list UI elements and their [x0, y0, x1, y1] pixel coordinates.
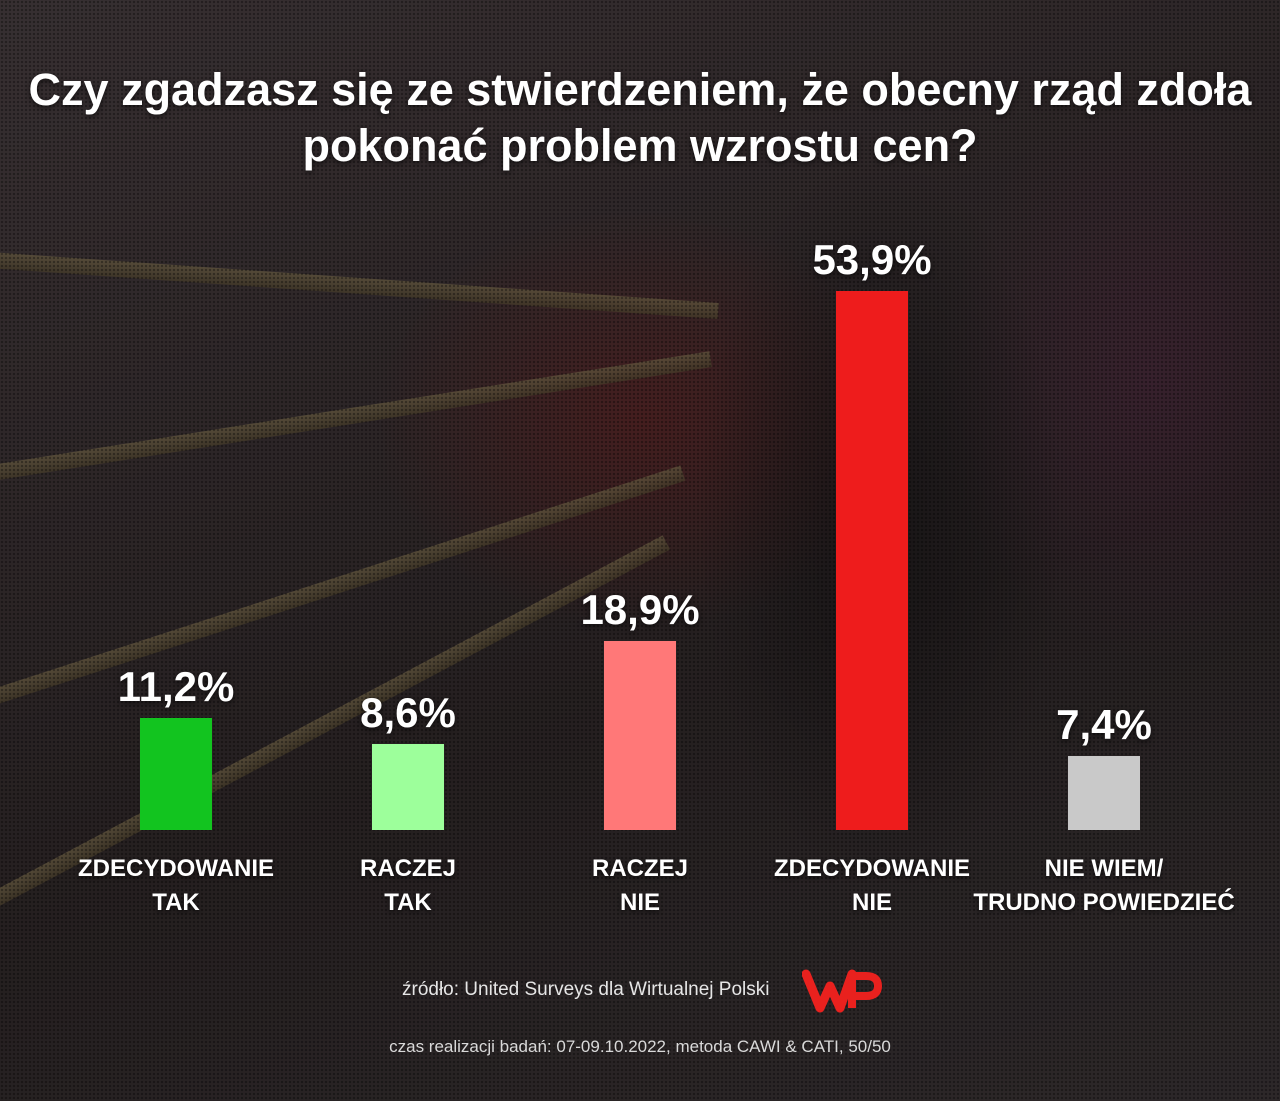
category-label: RACZEJ NIE [500, 852, 780, 920]
category-label-line: TRUDNO POWIEDZIEĆ [973, 889, 1235, 916]
category-label-line: ZDECYDOWANIE [77, 855, 274, 882]
category-label-line: RACZEJ [359, 855, 456, 882]
category-label-line: RACZEJ [591, 855, 688, 882]
category-label: NIE WIEM/TRUDNO POWIEDZIEĆ [964, 852, 1244, 920]
bar [140, 718, 212, 830]
category-label: RACZEJ TAK [268, 852, 548, 920]
category-label-line: TAK [384, 889, 432, 916]
category-label: ZDECYDOWANIE TAK [36, 852, 316, 920]
bar [1068, 756, 1140, 830]
category-label-line: NIE WIEM/ [1044, 855, 1164, 882]
methodology-footnote: czas realizacji badań: 07-09.10.2022, me… [389, 1037, 891, 1056]
bar [604, 641, 676, 830]
bar [836, 291, 908, 830]
category-label-line: ZDECYDOWANIE [773, 855, 970, 882]
bar-value-label: 7,4% [1056, 701, 1152, 748]
bar [372, 744, 444, 830]
bar-value-label: 53,9% [812, 236, 932, 283]
bar-value-label: 11,2% [117, 663, 235, 710]
bar-value-label: 18,9% [580, 586, 700, 633]
category-label-line: NIE [619, 889, 660, 916]
source-text: źródło: United Surveys dla Wirtualnej Po… [402, 979, 770, 1000]
wp-logo-icon [802, 969, 882, 1013]
category-label: ZDECYDOWANIE NIE [732, 852, 1012, 920]
category-label-line: NIE [851, 889, 892, 916]
category-label-line: TAK [152, 889, 200, 916]
chart-title: Czy zgadzasz się ze stwierdzeniem, że ob… [28, 64, 1252, 171]
bar-value-label: 8,6% [360, 689, 456, 736]
